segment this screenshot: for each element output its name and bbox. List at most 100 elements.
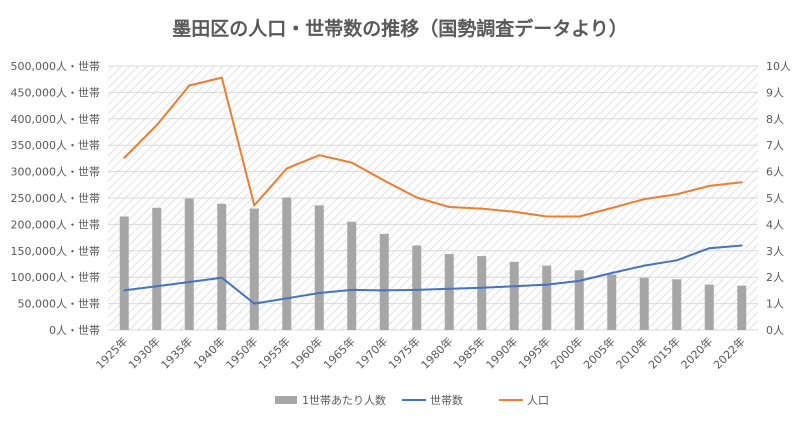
left-axis-tick-label: 250,000人・世帯: [11, 192, 101, 205]
x-axis-tick-label: 1960年: [288, 334, 325, 371]
left-axis-tick-label: 200,000人・世帯: [11, 218, 101, 231]
x-axis-tick-label: 2010年: [613, 334, 650, 371]
bar: [704, 284, 714, 330]
data-point: [220, 276, 223, 279]
data-point: [675, 259, 678, 262]
data-point: [578, 215, 581, 218]
left-axis-tick-label: 100,000人・世帯: [11, 271, 101, 284]
right-axis-tick-label: 3人: [766, 245, 784, 258]
data-point: [610, 272, 613, 274]
bar: [639, 277, 649, 330]
bar: [607, 274, 617, 330]
left-axis-tick-label: 0人・世帯: [49, 324, 100, 337]
x-axis-tick-label: 2005年: [580, 334, 617, 371]
data-point: [578, 279, 581, 282]
bar: [574, 270, 584, 330]
data-point: [253, 204, 256, 207]
data-point: [350, 288, 353, 291]
legend-label: 1世帯あたり人数: [302, 394, 386, 407]
x-axis-tick-label: 1970年: [353, 334, 390, 371]
left-axis-tick-label: 500,000人・世帯: [11, 60, 101, 73]
data-point: [448, 287, 451, 290]
x-axis-tick-label: 1955年: [255, 334, 292, 371]
data-point: [513, 285, 516, 288]
bar: [282, 197, 292, 330]
data-point: [643, 198, 646, 200]
x-axis-tick-label: 1925年: [93, 334, 130, 371]
x-axis-tick-label: 1940年: [190, 334, 227, 371]
data-point: [155, 285, 158, 288]
legend-label: 人口: [527, 394, 549, 407]
data-point: [220, 76, 223, 79]
bar: [217, 203, 227, 330]
bar: [672, 279, 682, 330]
x-axis-tick-label: 1980年: [418, 334, 455, 371]
data-point: [155, 124, 158, 127]
right-axis-tick-label: 1人: [766, 298, 784, 311]
bar: [412, 245, 422, 330]
data-point: [610, 207, 613, 209]
bar: [737, 285, 747, 330]
x-axis-tick-label: 1930年: [125, 334, 162, 371]
x-axis-tick-label: 1975年: [385, 334, 422, 371]
data-point: [188, 84, 191, 87]
left-axis-tick-label: 300,000人・世帯: [11, 166, 101, 179]
right-axis-tick-label: 8人: [766, 113, 784, 126]
right-axis-tick-label: 7人: [766, 139, 784, 152]
data-point: [415, 196, 418, 199]
bar: [477, 256, 487, 330]
x-axis-tick-label: 1950年: [223, 334, 260, 371]
x-axis-tick-label: 1985年: [450, 334, 487, 371]
data-point: [188, 281, 191, 283]
data-point: [318, 154, 321, 157]
bar: [444, 253, 454, 330]
data-point: [253, 302, 256, 305]
legend: 1世帯あたり人数 世帯数 人口: [275, 394, 549, 407]
right-axis-tick-label: 2人: [766, 271, 784, 284]
bar: [379, 233, 389, 330]
x-axis-tick-label: 1995年: [515, 334, 552, 371]
chart-title: 墨田区の人口・世帯数の推移（国勢調査データより）: [172, 17, 628, 40]
x-axis-tick-label: 1965年: [320, 334, 357, 371]
left-axis-tick-label: 400,000人・世帯: [11, 113, 101, 126]
right-axis-tick-label: 10人: [766, 60, 791, 73]
data-point: [415, 288, 418, 291]
data-point: [545, 215, 548, 218]
bar: [314, 205, 324, 330]
series-line: [124, 244, 742, 305]
left-axis-tick-label: 450,000人・世帯: [11, 86, 101, 99]
data-point: [123, 156, 126, 159]
data-point: [513, 210, 516, 213]
x-axis-tick-label: 1935年: [158, 334, 195, 371]
right-axis-tick-label: 4人: [766, 218, 784, 231]
data-point: [480, 207, 483, 210]
right-axis: 0人 1人 2人 3人 4人 5人 6人 7人 8人 9人 10人: [766, 60, 791, 337]
x-axis-tick-label: 2020年: [678, 334, 715, 371]
data-point: [285, 297, 288, 300]
bar: [184, 198, 194, 330]
data-point: [383, 289, 386, 292]
left-axis-tick-label: 350,000人・世帯: [11, 139, 101, 152]
x-axis-tick-label: 1990年: [483, 334, 520, 371]
bar: [119, 216, 129, 330]
bar: [509, 261, 519, 330]
x-axis: 1925年1930年1935年1940年1950年1955年1960年1965年…: [93, 334, 748, 371]
bar-series-persons-per-household: [119, 197, 747, 330]
left-axis: 0人・世帯 50,000人・世帯 100,000人・世帯 150,000人・世帯 200…: [11, 60, 101, 337]
series-line: [123, 76, 742, 218]
bar: [152, 207, 162, 330]
bar: [347, 221, 357, 330]
x-axis-tick-label: 2022年: [710, 334, 747, 371]
data-point: [708, 247, 711, 250]
data-point: [643, 264, 646, 267]
data-point: [675, 193, 678, 196]
data-point: [545, 283, 548, 286]
data-point: [740, 181, 743, 184]
bar: [249, 208, 259, 330]
data-point: [448, 206, 451, 208]
left-axis-tick-label: 150,000人・世帯: [11, 245, 101, 258]
data-point: [350, 161, 353, 164]
line-series: [123, 76, 743, 305]
